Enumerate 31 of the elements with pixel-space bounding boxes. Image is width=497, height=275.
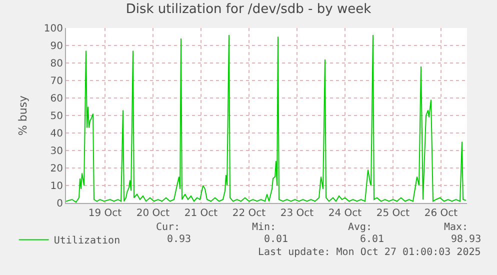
y-tick-label: 100: [44, 24, 63, 34]
text: Last update: Mon Oct 27 01:00:03 2025: [258, 247, 481, 258]
text: 98.93: [451, 234, 482, 245]
y-tick-label: 10: [50, 181, 63, 192]
y-tick-label: 0: [56, 198, 63, 210]
x-tick-label: 25 Oct: [376, 208, 410, 219]
x-tick-label: 22 Oct: [232, 208, 266, 219]
y-tick-label: 90: [50, 41, 63, 52]
y-tick-label: 40: [50, 128, 63, 140]
x-tick-label: 23 Oct: [280, 208, 314, 219]
y-tick-label: 70: [50, 76, 63, 87]
text: 0.01: [264, 234, 288, 245]
y-tick-label: 30: [50, 146, 63, 157]
x-tick-label: 26 Oct: [424, 208, 458, 219]
x-tick-label: 21 Oct: [184, 208, 218, 219]
y-tick-label: 60: [50, 94, 63, 104]
text: Max:: [444, 222, 468, 233]
text: 6.01: [360, 234, 384, 245]
legend-label: Utilization: [54, 236, 120, 247]
text: 0.93: [167, 234, 192, 245]
y-tick-label: 80: [50, 58, 63, 70]
x-tick-label: 24 Oct: [328, 208, 362, 219]
y-tick-label: 50: [50, 111, 63, 122]
text: Min:: [252, 222, 276, 233]
x-tick-label: 19 Oct: [88, 208, 122, 219]
text: Avg:: [348, 222, 372, 233]
text: Cur:: [156, 222, 180, 233]
y-tick-label: 20: [50, 164, 63, 174]
y-axis-title: % busy: [16, 94, 30, 136]
x-tick-label: 20 Oct: [136, 208, 170, 219]
chart-title: Disk utilization for /dev/sdb - by week: [126, 2, 372, 18]
